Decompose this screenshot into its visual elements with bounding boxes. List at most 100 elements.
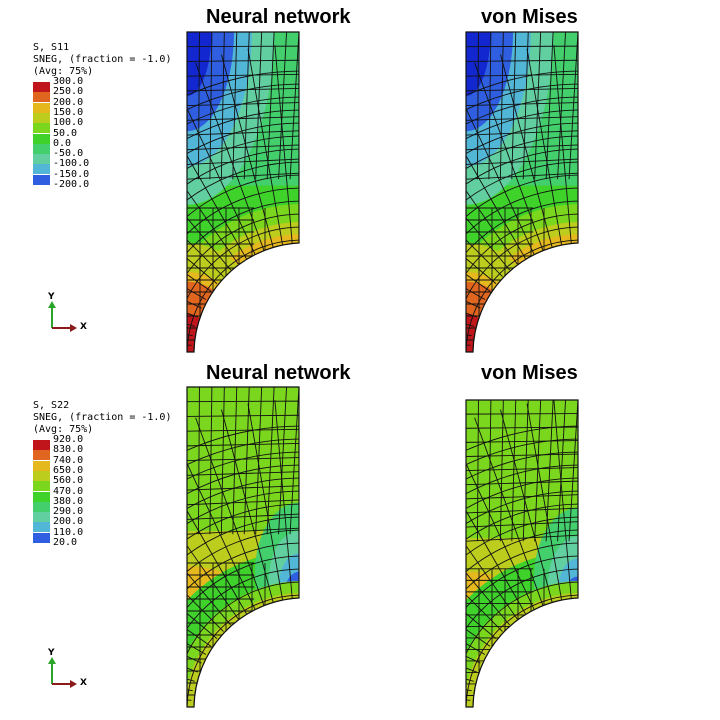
mesh-line (187, 542, 299, 707)
mesh-line (466, 471, 510, 626)
mesh-line (466, 99, 518, 265)
legend-tick-label: 0.0 (53, 137, 72, 149)
axis-y-label: Y (48, 648, 55, 658)
mesh-line (511, 400, 517, 542)
mesh-line (474, 417, 544, 606)
mesh-outline (186, 386, 300, 708)
legend-tick-label: 290.0 (53, 506, 84, 518)
legend-swatch (33, 174, 50, 185)
mesh-line (187, 130, 299, 136)
mesh-line (568, 32, 578, 180)
mesh-line (466, 534, 578, 542)
legend-tick-label: 250.0 (53, 86, 84, 98)
mesh-line (187, 529, 299, 707)
legend-tick-label: 50.0 (53, 127, 78, 139)
legend-swatch (33, 532, 50, 543)
mesh-line (534, 32, 542, 180)
mesh-line (466, 480, 578, 486)
mesh-line (187, 440, 247, 615)
mesh-line (522, 32, 529, 180)
axis-triad-bottom: Y X (40, 648, 90, 692)
legend-swatch (33, 470, 50, 481)
legend-swatch (33, 522, 50, 533)
panel-title-neural-network-top: Neural network (206, 6, 351, 28)
mesh-line (466, 467, 578, 472)
mesh-line (255, 32, 263, 180)
mesh-line (187, 554, 207, 655)
mesh-line (466, 158, 578, 165)
legend-tick-label: 830.0 (53, 444, 84, 456)
mesh-line (187, 187, 299, 352)
legend-tick-label: 150.0 (53, 106, 84, 118)
mesh-line (466, 274, 474, 327)
mesh-line (187, 516, 299, 707)
mesh-line (220, 387, 225, 535)
panel-title-von-mises-top: von Mises (481, 6, 578, 28)
mesh-line (466, 72, 535, 255)
legend-swatch (33, 450, 50, 461)
mesh-line (289, 32, 299, 180)
fem-plot-s22-neural-network (186, 386, 300, 708)
legend-swatch (33, 460, 50, 471)
legend-swatch (33, 102, 50, 113)
mesh-line (526, 48, 563, 246)
legend-tick-label: 470.0 (53, 485, 84, 497)
mesh-line (187, 427, 256, 610)
mesh-line (466, 85, 526, 260)
mesh-line (553, 400, 572, 600)
fem-plot-s22-von-mises (465, 399, 579, 708)
axis-x-label: X (80, 322, 87, 332)
mesh-line (187, 454, 239, 620)
panel-title-neural-network-bottom: Neural network (206, 362, 351, 384)
legend-top-line2: SNEG, (fraction = -1.0) (33, 54, 172, 65)
contour-band (187, 32, 235, 132)
mesh-line (557, 32, 567, 180)
fem-plot-s11-von-mises (465, 31, 579, 353)
axis-triad-arrows-icon (48, 657, 77, 688)
axis-x-label: X (80, 678, 87, 688)
legend-swatch (33, 112, 50, 123)
mesh-line (187, 174, 299, 352)
mesh-line (187, 471, 299, 476)
mesh-line (545, 32, 554, 180)
mesh-line (289, 387, 299, 535)
legend-swatch (33, 491, 50, 502)
mesh-outline (186, 31, 300, 353)
mesh-line (187, 122, 299, 352)
legend-tick-label: -100.0 (53, 158, 90, 170)
mesh-line (466, 172, 578, 180)
mesh-line (466, 45, 578, 48)
mesh-line (466, 154, 497, 284)
mesh-line (466, 116, 578, 121)
mesh-line (474, 62, 544, 251)
mesh-line (187, 99, 239, 265)
mesh-line (466, 248, 477, 318)
mesh-line (466, 603, 477, 673)
mesh-line (187, 72, 256, 255)
mesh-line (187, 400, 299, 403)
axis-triad-top: Y X (40, 292, 90, 336)
mesh-line (466, 59, 578, 62)
mesh-line (488, 400, 492, 542)
mesh-line (466, 521, 578, 528)
mesh-line (187, 509, 218, 639)
mesh-line (266, 387, 275, 535)
mesh-line (466, 73, 578, 77)
mesh-line (187, 135, 299, 352)
legend-tick-label: 200.0 (53, 96, 84, 108)
mesh-line (187, 148, 299, 352)
legend-tick-label: -200.0 (53, 179, 90, 190)
legend-swatch (33, 123, 50, 134)
mesh-line (195, 62, 265, 251)
mesh-line (499, 32, 504, 180)
legend-swatch (33, 143, 50, 154)
legend-swatch (33, 82, 50, 92)
legend-tick-label: 740.0 (53, 454, 84, 466)
legend-swatch (33, 133, 50, 144)
mesh-line (466, 223, 481, 309)
mesh-line (187, 300, 193, 337)
legend-tick-label: 920.0 (53, 434, 84, 445)
axis-y-label: Y (48, 292, 55, 302)
legend-tick-label: 100.0 (53, 117, 84, 129)
panel-title-von-mises-bottom: von Mises (481, 362, 578, 384)
